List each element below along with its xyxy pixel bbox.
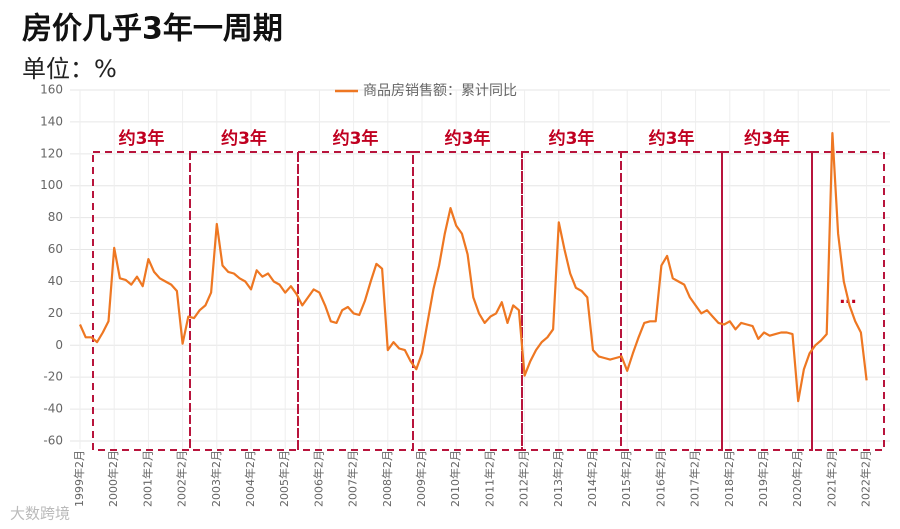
x-tick-label: 2011年2月 [482,450,496,507]
y-tick-label: -60 [43,434,63,448]
watermark: 大数跨境 [10,505,70,523]
x-tick-label: 2000年2月 [106,450,120,507]
y-tick-label: 40 [48,274,63,288]
y-tick-label: 80 [48,210,63,224]
x-tick-label: 2019年2月 [756,450,770,507]
y-tick-label: 0 [55,338,63,352]
x-tick-label: 2001年2月 [140,450,154,507]
cycle-label: 约3年 [119,128,165,149]
chart-subtitle: 单位：% [22,55,117,83]
x-tick-label: 2018年2月 [722,450,736,507]
y-tick-label: 140 [40,114,63,128]
cycle-label: 约3年 [649,128,695,149]
cycle-box [620,151,723,451]
cycle-label: 约3年 [333,128,379,149]
cycle-box [412,151,523,451]
x-tick-label: 2022年2月 [859,450,873,507]
x-tick-label: 2021年2月 [824,450,838,507]
y-tick-label: -20 [43,370,63,384]
cycle-box [811,151,885,451]
x-tick-label: 2016年2月 [653,450,667,507]
x-tick-label: 2008年2月 [380,450,394,507]
cycle-label: 约3年 [221,128,267,149]
x-tick-label: 2015年2月 [619,450,633,507]
x-tick-label: 2004年2月 [243,450,257,507]
legend-label: 商品房销售额：累计同比 [363,83,517,99]
cycle-label: 约3年 [445,128,491,149]
x-tick-label: 2002年2月 [175,450,189,507]
x-tick-label: 2007年2月 [346,450,360,507]
x-tick-label: 2020年2月 [790,450,804,507]
cycle-box [297,151,414,451]
y-tick-label: 60 [48,242,63,256]
cycle-box [521,151,622,451]
x-tick-label: 2014年2月 [585,450,599,507]
cycle-label: 约3年 [744,128,790,149]
x-tick-label: 2013年2月 [551,450,565,507]
x-tick-label: 2006年2月 [311,450,325,507]
x-tick-label: 2010年2月 [448,450,462,507]
x-tick-label: 1999年2月 [72,450,86,507]
y-tick-label: 160 [40,83,63,97]
y-tick-label: 20 [48,306,63,320]
cycle-box [92,151,191,451]
x-tick-label: 2017年2月 [688,450,702,507]
chart-title: 房价几乎3年一周期 [22,12,283,47]
x-tick-label: 2003年2月 [209,450,223,507]
line [78,132,868,403]
x-tick-label: 2009年2月 [414,450,428,507]
x-tick-label: 2012年2月 [517,450,531,507]
y-tick-label: 120 [40,146,63,160]
y-tick-label: 100 [40,178,63,192]
y-tick-label: -40 [43,402,63,416]
x-tick-label: 2005年2月 [277,450,291,507]
cycle-box [721,151,813,451]
cycle-label: 约3年 [549,128,595,149]
